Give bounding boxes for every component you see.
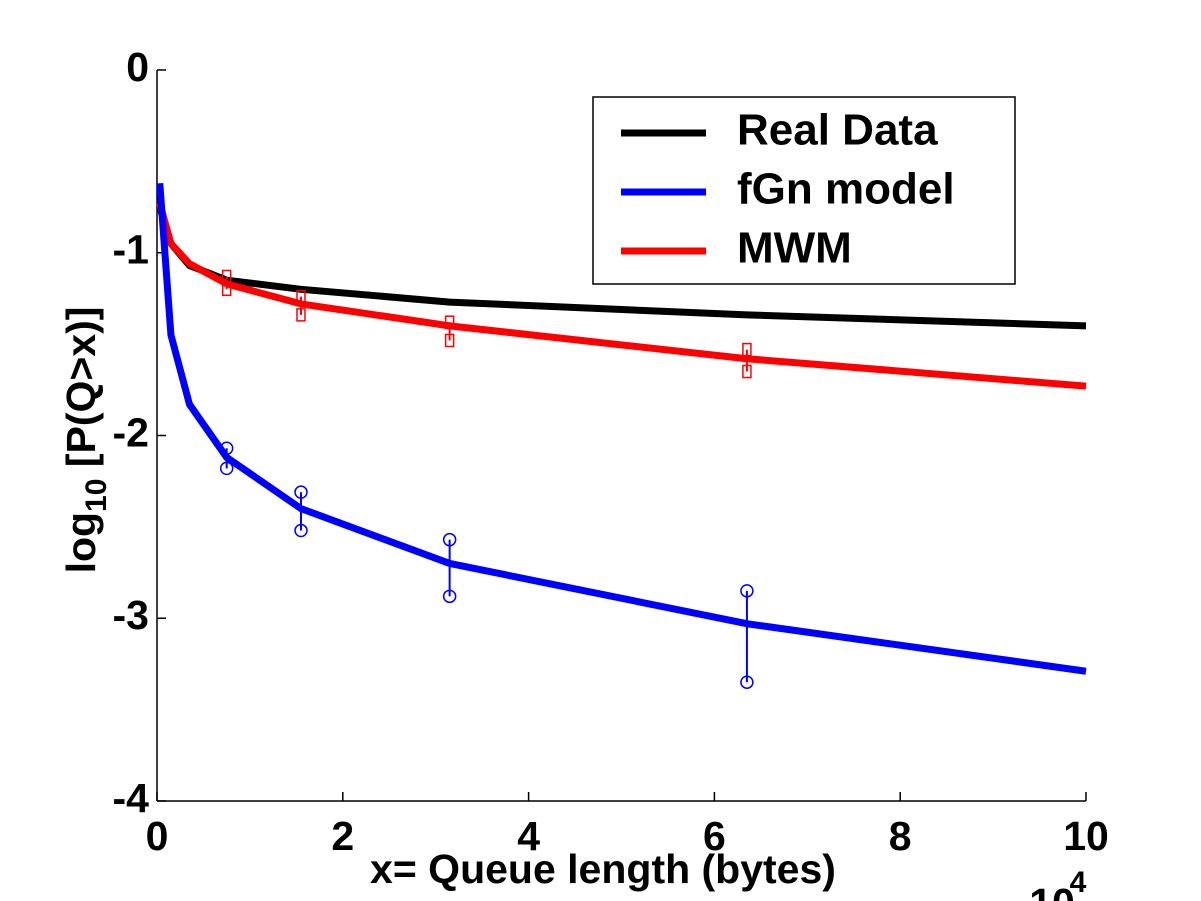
x-tick-label: 0 [146, 813, 169, 859]
x-axis-label: x= Queue length (bytes) [370, 846, 836, 892]
error-cap [740, 675, 754, 689]
series-line [156, 202, 1087, 390]
y-label-sub: 10 [80, 479, 113, 512]
series-line [156, 183, 1087, 675]
y-axis-label: log10 [P(Q>x)] [58, 307, 113, 574]
error-cap [294, 485, 308, 499]
error-cap [444, 315, 455, 329]
y-tick-label: -4 [113, 775, 150, 821]
error-cap [296, 289, 306, 304]
error-cap [219, 441, 234, 456]
error-cap [294, 523, 308, 538]
y-label-main: log [58, 512, 104, 573]
x-tick-label: 4 [517, 813, 540, 859]
y-label-rest: [P(Q>x)] [58, 307, 104, 479]
x-tick-label: 10 [1063, 813, 1109, 859]
x-multiplier-base: 10 [1029, 880, 1075, 901]
error-cap [742, 364, 752, 379]
y-tick-label: -3 [113, 592, 149, 638]
error-cap [742, 342, 752, 357]
legend-label: fGn model [737, 165, 955, 214]
legend-label: Real Data [737, 106, 938, 155]
y-tick-label: -1 [113, 227, 149, 273]
error-cap [442, 532, 457, 547]
error-cap [442, 589, 457, 604]
y-tick-label: -2 [113, 409, 149, 455]
error-cap [221, 269, 232, 284]
error-cap [296, 308, 306, 322]
error-cap [444, 333, 455, 348]
error-cap [219, 461, 234, 476]
x-tick-label: 8 [889, 813, 912, 859]
error-cap [740, 584, 754, 598]
x-tick-label: 2 [331, 813, 354, 859]
x-multiplier-exponent: 4 [1070, 866, 1087, 899]
error-cap [221, 282, 232, 297]
y-tick-label: 0 [126, 44, 149, 90]
legend-label: MWM [737, 224, 852, 273]
x-tick-label: 6 [703, 813, 726, 859]
